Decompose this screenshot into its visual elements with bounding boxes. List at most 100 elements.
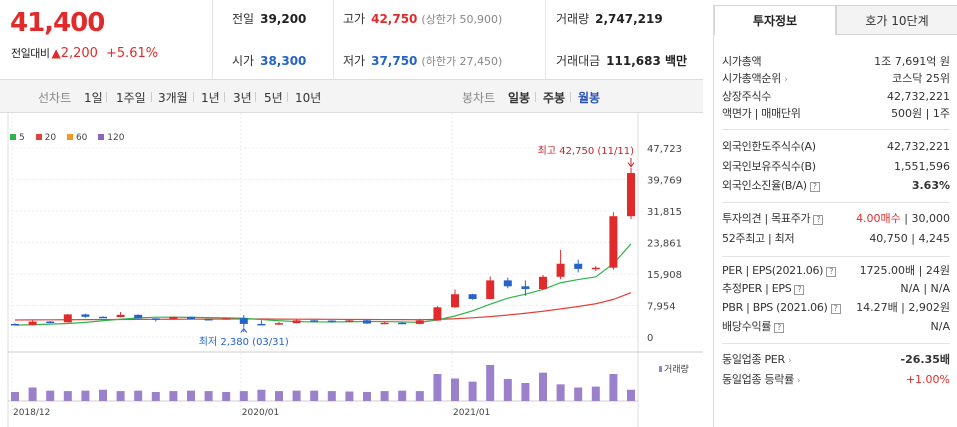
amount-value: 111,683 백만 xyxy=(606,54,688,68)
divider xyxy=(545,0,546,80)
high-annotation: 최고 42,750 (11/11) xyxy=(538,145,634,157)
per-row: PER | EPS(2021.06)? 1725.00배 | 24원 xyxy=(722,263,950,279)
foreign-ratio-label: 외국인소진율(B/A)? xyxy=(722,178,820,194)
current-price-box: 41,400 전일대비 ▲2,200 +5.61% xyxy=(0,0,213,80)
y-tick-label: 15,908 xyxy=(647,270,682,281)
x-tick-label: 2018/12 xyxy=(13,408,50,418)
industry-per-value: -26.35배 xyxy=(900,353,950,366)
high-stat: 고가 42,750 (상한가 50,900) xyxy=(343,10,502,27)
foreign-hold-row: 외국인보유주식수(B) 1,551,596 xyxy=(722,159,950,175)
period-3m-button[interactable]: 3개월 xyxy=(158,91,188,105)
high-arrow-head xyxy=(627,162,635,168)
period-10y-button[interactable]: 10년 xyxy=(295,91,322,105)
pbr-row: PBR | BPS (2021.06)? 14.27배 | 2,902원 xyxy=(722,300,950,316)
per-label: PER | EPS(2021.06)? xyxy=(722,263,837,279)
volume-bar xyxy=(574,387,583,401)
candle-body xyxy=(591,267,600,270)
separator xyxy=(287,92,288,102)
y-tick-label: 39,769 xyxy=(647,176,682,187)
volume-bar xyxy=(204,391,213,401)
period-3y-button[interactable]: 3년 xyxy=(233,91,252,105)
volume-bar xyxy=(609,374,618,401)
market-cap-rank-row[interactable]: 시가총액순위 › 코스닥 25위 xyxy=(722,71,950,87)
dividend-row: 배당수익률? N/A xyxy=(722,319,950,335)
legend-swatch xyxy=(10,134,16,140)
industry-per-row[interactable]: 동일업종 PER › -26.35배 xyxy=(722,352,950,368)
tab-invest-info[interactable]: 투자정보 xyxy=(714,5,836,35)
change-label: 전일대비 xyxy=(11,47,50,60)
candle-body xyxy=(486,280,495,299)
legend-item-ma60: 60 xyxy=(66,133,87,143)
x-tick-label: 2020/01 xyxy=(242,408,279,418)
par-value-label: 액면가 | 매매단위 xyxy=(722,107,801,120)
volume-bar xyxy=(415,391,424,401)
listed-shares-row: 상장주식수 42,732,221 xyxy=(722,89,950,105)
candle-body xyxy=(627,173,635,217)
opinion-label: 투자의견 | 목표주가? xyxy=(722,211,824,227)
opinion-rating: 4.00매수 xyxy=(856,212,901,225)
low-annotation: 최저 2,380 (03/31) xyxy=(199,336,289,348)
target-price: 30,000 xyxy=(911,212,951,225)
candle-body xyxy=(204,318,213,321)
divider xyxy=(722,129,950,130)
candle-body xyxy=(398,322,407,325)
industry-rate-row[interactable]: 동일업종 등락률 › +1.00% xyxy=(722,372,950,388)
period-1w-button[interactable]: 1주일 xyxy=(116,91,146,105)
help-icon[interactable]: ? xyxy=(794,285,805,295)
legend-item-ma20: 20 xyxy=(35,133,56,143)
volume-bar xyxy=(398,390,407,401)
volume-legend-swatch xyxy=(659,366,662,372)
prev-close-label: 전일 xyxy=(232,12,255,26)
separator xyxy=(193,92,194,102)
help-icon[interactable]: ? xyxy=(830,304,841,314)
volume-bar xyxy=(363,392,371,401)
volume-bar xyxy=(11,392,19,401)
help-icon[interactable]: ? xyxy=(809,182,820,192)
chart-legend: 5 20 60 120 xyxy=(10,133,132,143)
separator xyxy=(255,92,256,102)
period-1d-button[interactable]: 1일 xyxy=(84,91,103,105)
candle-body xyxy=(609,216,618,268)
period-daily-button[interactable]: 일봉 xyxy=(508,91,531,105)
help-icon[interactable]: ? xyxy=(826,267,837,277)
industry-rate-label: 동일업종 등락률 › xyxy=(722,373,801,386)
high-label: 고가 xyxy=(343,12,366,26)
period-1y-button[interactable]: 1년 xyxy=(201,91,220,105)
volume-bar xyxy=(63,391,72,401)
candle-chart-label: 봉차트 xyxy=(462,91,496,105)
volume-bar xyxy=(451,378,459,401)
market-cap-value: 1조 7,691억 원 xyxy=(874,55,950,68)
candle-body xyxy=(503,280,512,287)
open-value: 38,300 xyxy=(260,54,307,68)
help-icon[interactable]: ? xyxy=(774,323,785,333)
chevron-right-icon: › xyxy=(784,75,788,85)
volume-legend-label: 거래량 xyxy=(664,363,689,375)
separator xyxy=(535,92,536,102)
ma20-line xyxy=(14,292,632,321)
candle-body xyxy=(222,318,231,320)
market-cap-rank-value: 코스닥 25위 xyxy=(892,72,950,85)
volume-bar xyxy=(380,391,389,401)
period-5y-button[interactable]: 5년 xyxy=(264,91,283,105)
low-arrow-head xyxy=(240,327,248,333)
lower-limit: (하한가 27,450) xyxy=(421,55,503,68)
period-weekly-button[interactable]: 주봉 xyxy=(543,91,566,105)
pbr-label: PBR | BPS (2021.06)? xyxy=(722,300,841,316)
volume-bar xyxy=(468,381,477,401)
tab-orderbook-10[interactable]: 호가 10단계 xyxy=(836,5,957,35)
listed-shares-label: 상장주식수 xyxy=(722,90,772,103)
candle-body xyxy=(556,263,565,277)
pbr-value: 14.27배 | 2,902원 xyxy=(856,301,950,314)
foreign-limit-row: 외국인한도주식수(A) 42,732,221 xyxy=(722,139,950,155)
candle-body xyxy=(63,314,72,323)
volume-bar xyxy=(503,378,512,401)
help-icon[interactable]: ? xyxy=(813,215,824,225)
candle-body xyxy=(116,314,125,318)
candle-body xyxy=(151,318,160,320)
foreign-limit-label: 외국인한도주식수(A) xyxy=(722,140,816,153)
volume-bar xyxy=(556,384,565,401)
low-stat: 저가 37,750 (하한가 27,450) xyxy=(343,52,502,69)
est-per-row: 추정PER | EPS? N/A | N/A xyxy=(722,281,950,297)
foreign-limit-value: 42,732,221 xyxy=(887,140,950,153)
period-monthly-button[interactable]: 월봉 xyxy=(578,91,601,105)
